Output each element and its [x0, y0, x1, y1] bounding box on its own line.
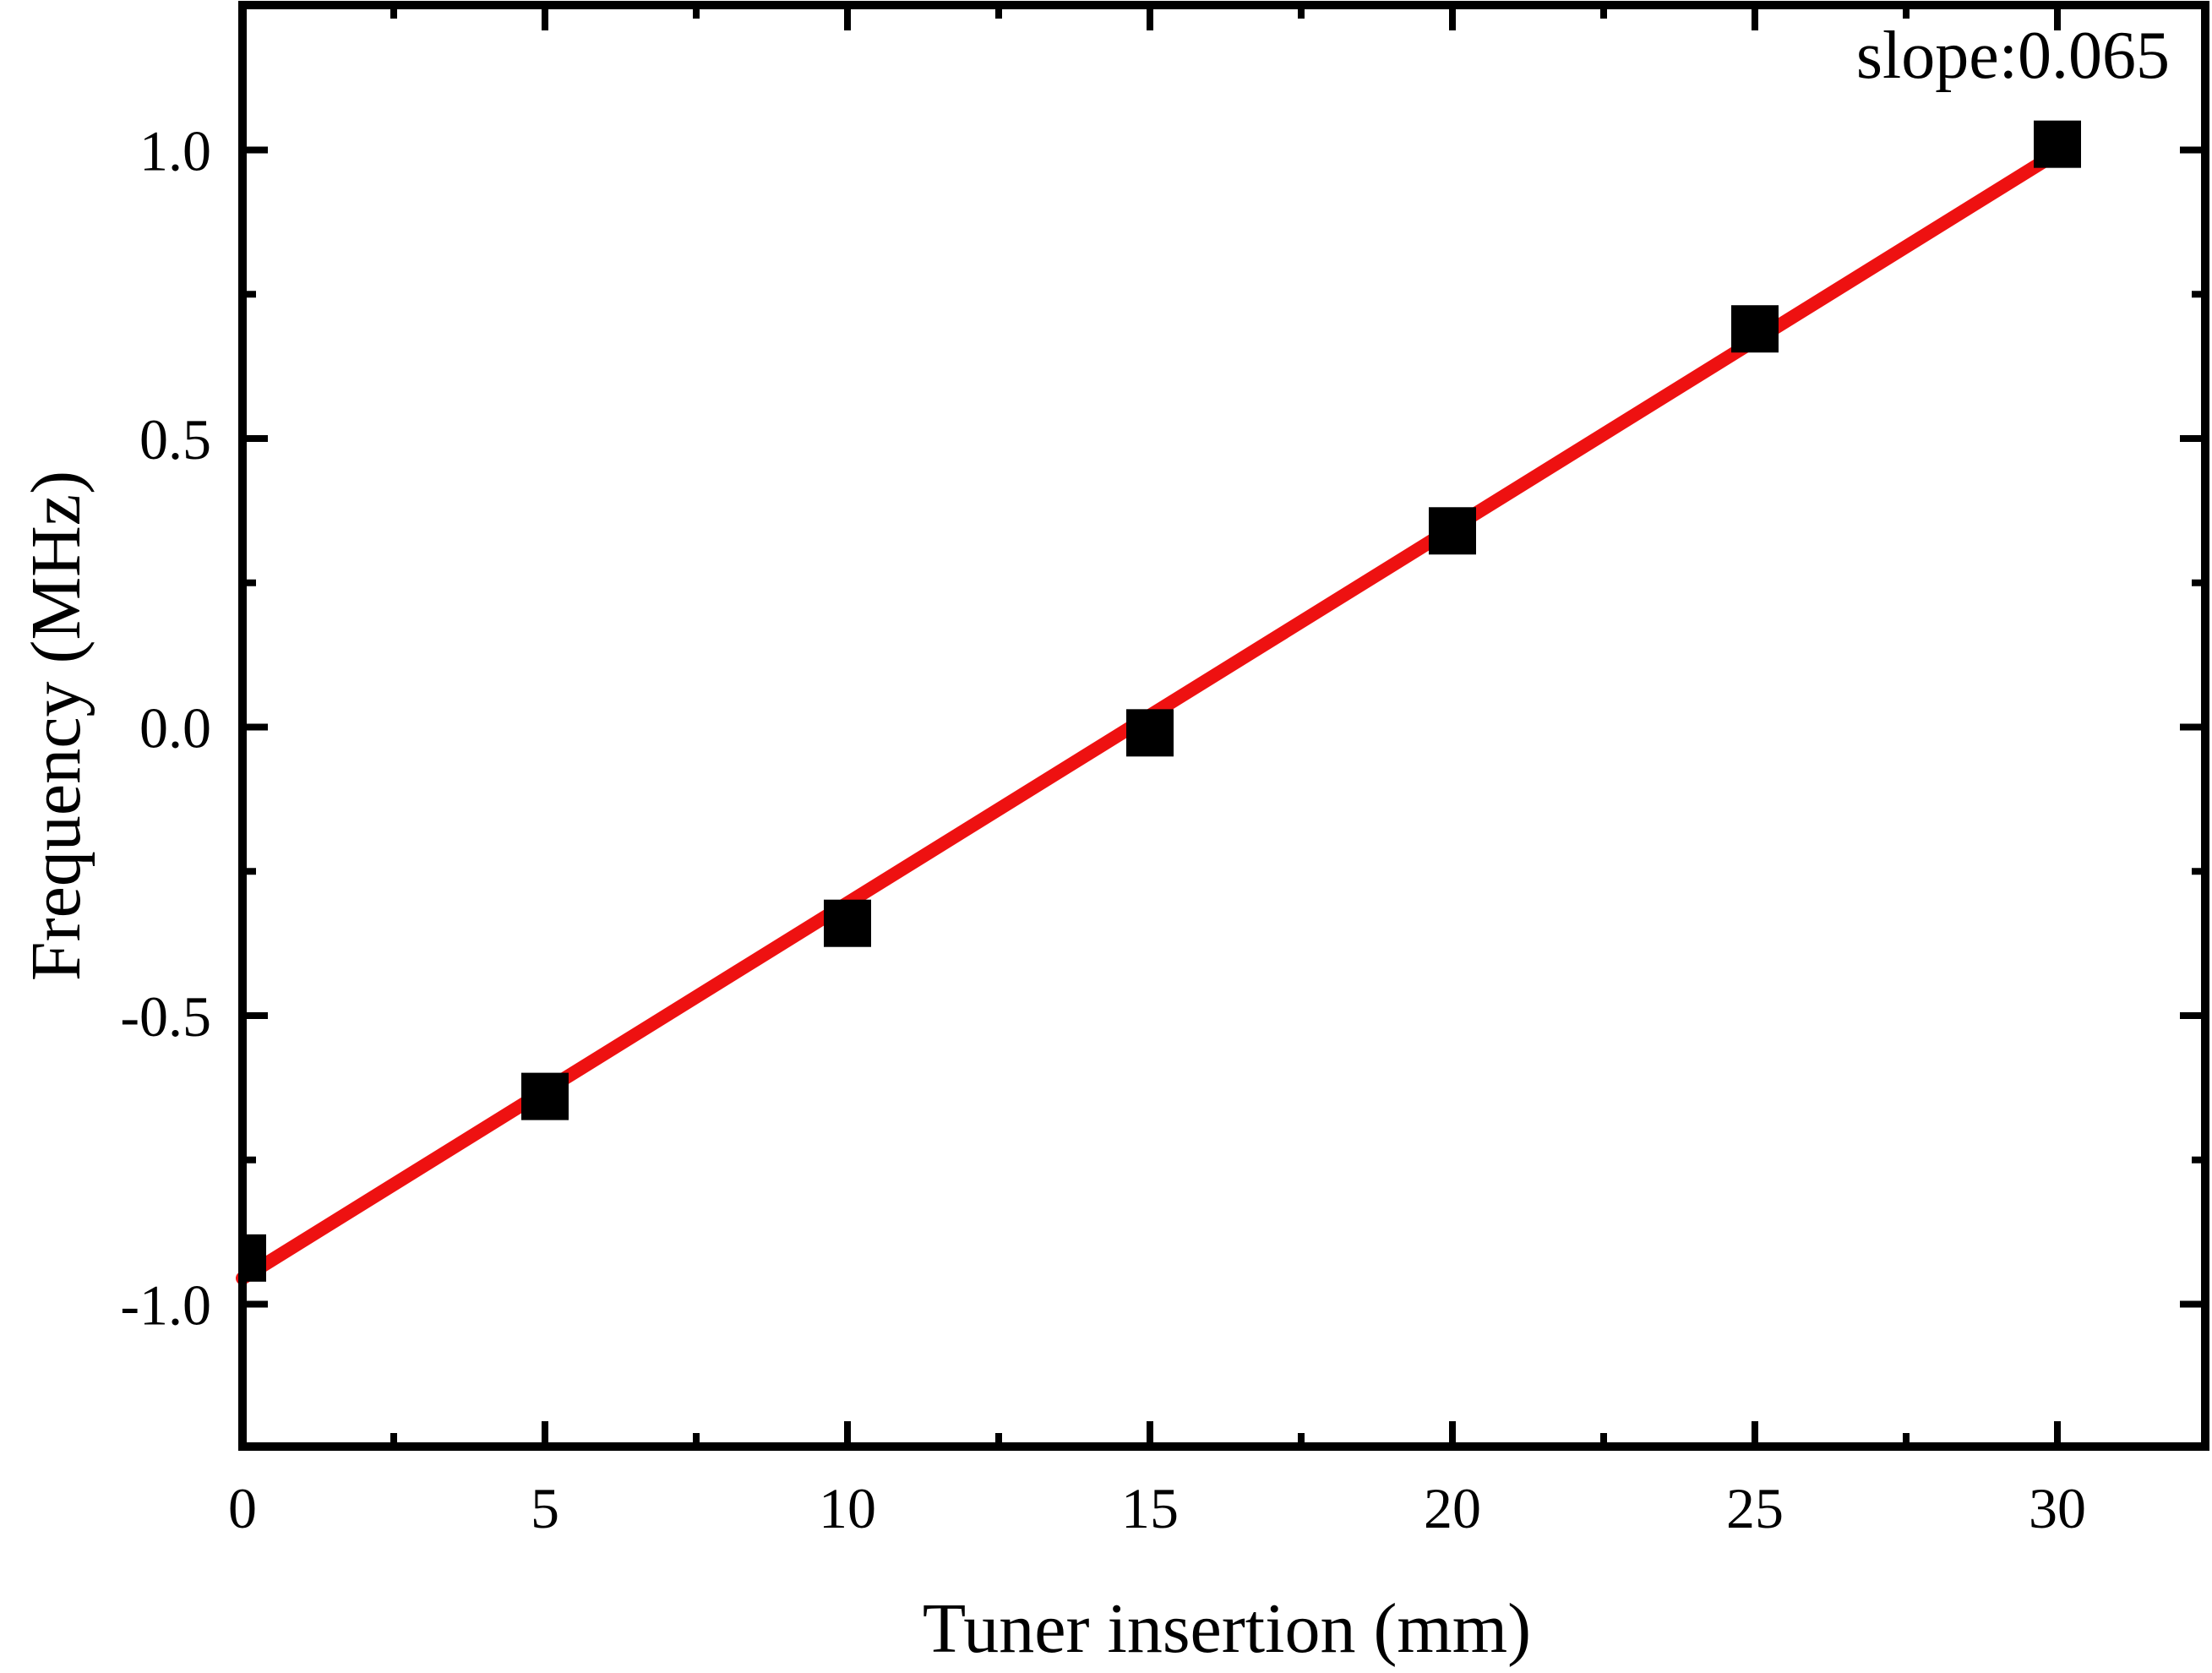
data-point	[1429, 507, 1476, 555]
y-tick-label: -1.0	[120, 1273, 211, 1338]
x-tick-label: 20	[1424, 1476, 1481, 1540]
x-tick-label: 5	[531, 1476, 559, 1540]
major-ticks	[239, 5, 2205, 1447]
x-tick-label: 10	[819, 1476, 876, 1540]
x-tick-label: 15	[1121, 1476, 1179, 1540]
y-tick-label: 1.0	[139, 119, 211, 183]
slope-annotation: slope:0.065	[1856, 19, 2170, 93]
data-point	[2034, 120, 2081, 168]
x-tick-label: 30	[2029, 1476, 2086, 1540]
data-point	[1731, 305, 1779, 353]
x-axis-title: Tuner insertion (mm)	[923, 1589, 1531, 1668]
tick-labels: 0 5 10 15 20 25 30 -1.0 -0.5 0.0 0.5 1.0	[120, 119, 2086, 1541]
data-point	[1126, 709, 1174, 757]
data-point	[824, 899, 871, 947]
x-tick-label: 25	[1726, 1476, 1784, 1540]
minor-ticks	[242, 5, 2205, 1447]
plot-frame	[238, 1, 2209, 1451]
y-tick-label: -0.5	[120, 984, 211, 1049]
y-tick-label: 0.5	[139, 407, 211, 471]
data-point	[521, 1072, 569, 1120]
data-points-layer	[242, 120, 2081, 1282]
y-tick-label: 0.0	[139, 696, 211, 760]
x-tick-label: 0	[228, 1476, 257, 1540]
y-axis-title: Frequency (MHz)	[17, 471, 95, 981]
